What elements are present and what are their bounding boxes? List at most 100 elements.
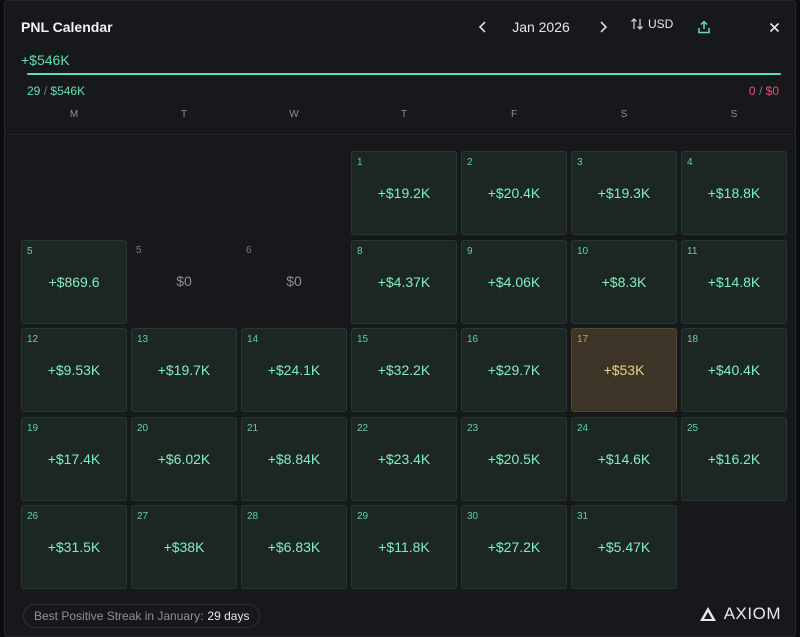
day-number: 13 [137, 334, 149, 345]
day-pnl-value: +$19.2K [377, 185, 431, 201]
calendar-day-cell[interactable]: 3 +$19.3K [571, 151, 677, 235]
calendar-day-cell[interactable]: 22 +$23.4K [351, 417, 457, 501]
calendar-day-cell[interactable]: 10 +$8.3K [571, 240, 677, 324]
calendar-day-cell[interactable]: 8 +$4.37K [351, 240, 457, 324]
prev-month-button[interactable] [473, 15, 493, 39]
day-number: 6 [246, 245, 252, 256]
close-button[interactable] [763, 15, 785, 39]
calendar-day-cell[interactable]: 26 +$31.5K [21, 505, 127, 589]
calendar-day-cell[interactable]: 23 +$20.5K [461, 417, 567, 501]
weekday-label: W [289, 109, 299, 120]
calendar-day-cell[interactable]: 2 +$20.4K [461, 151, 567, 235]
day-number: 25 [687, 423, 699, 434]
day-pnl-value: +$6.02K [157, 451, 211, 467]
stat-separator: / [43, 84, 48, 98]
day-number: 22 [357, 423, 369, 434]
calendar-day-cell[interactable]: 17 +$53K [571, 328, 677, 412]
day-number: 9 [467, 246, 473, 257]
day-pnl-value: +$31.5K [47, 539, 101, 555]
pnl-progress-bar [27, 73, 781, 75]
calendar-day-cell[interactable]: 28 +$6.83K [241, 505, 347, 589]
day-number: 12 [27, 334, 39, 345]
day-number: 27 [137, 511, 149, 522]
positive-stats: 29 / $546K [27, 84, 85, 98]
calendar-day-cell[interactable]: 16 +$29.7K [461, 328, 567, 412]
weekday-label: S [730, 109, 738, 120]
day-pnl-value: +$6.83K [267, 539, 321, 555]
calendar-day-cell[interactable]: 6 $0 [241, 240, 347, 324]
calendar-day-cell[interactable]: 21 +$8.84K [241, 417, 347, 501]
calendar-day-cell[interactable]: 25 +$16.2K [681, 417, 787, 501]
month-label: Jan 2026 [512, 19, 570, 35]
negative-days-count: 0 [748, 84, 756, 98]
day-pnl-value: +$17.4K [47, 451, 101, 467]
weekday-label: S [620, 109, 628, 120]
negative-total: $0 [765, 84, 779, 98]
day-number: 24 [577, 423, 589, 434]
streak-label: Best Positive Streak in January: [34, 609, 204, 623]
calendar-day-cell[interactable]: 5 +$869.6 [21, 240, 127, 324]
calendar-day-cell[interactable]: 13 +$19.7K [131, 328, 237, 412]
calendar-day-cell[interactable]: 19 +$17.4K [21, 417, 127, 501]
day-number: 23 [467, 423, 479, 434]
calendar-day-cell[interactable]: 9 +$4.06K [461, 240, 567, 324]
day-pnl-value: +$27.2K [487, 539, 541, 555]
calendar-day-cell[interactable]: 31 +$5.47K [571, 505, 677, 589]
share-icon [698, 20, 710, 34]
page-title: PNL Calendar [21, 19, 113, 35]
day-pnl-value: +$5.47K [597, 539, 651, 555]
close-icon [769, 22, 779, 32]
day-pnl-value: $0 [286, 273, 302, 289]
next-month-button[interactable] [593, 15, 613, 39]
calendar-day-cell[interactable]: 20 +$6.02K [131, 417, 237, 501]
weekday-label: M [69, 109, 79, 120]
day-number: 31 [577, 511, 589, 522]
calendar-day-cell[interactable]: 30 +$27.2K [461, 505, 567, 589]
axiom-logo-icon [699, 607, 716, 621]
stat-separator: / [758, 84, 763, 98]
sort-arrows-icon [631, 18, 643, 30]
currency-toggle-button[interactable]: USD [630, 17, 673, 31]
header: PNL Calendar Jan 2026 USD [5, 1, 795, 51]
calendar-day-cell[interactable]: 1 +$19.2K [351, 151, 457, 235]
day-pnl-value: +$869.6 [48, 274, 100, 290]
negative-stats: 0 / $0 [749, 84, 779, 98]
day-pnl-value: $0 [176, 273, 192, 289]
calendar-day-cell[interactable]: 11 +$14.8K [681, 240, 787, 324]
day-pnl-value: +$8.3K [601, 274, 647, 290]
weekday-label: T [180, 109, 188, 120]
positive-total: $546K [50, 84, 86, 98]
calendar-day-cell[interactable]: 27 +$38K [131, 505, 237, 589]
share-button[interactable] [693, 15, 715, 39]
day-pnl-value: +$19.7K [157, 362, 211, 378]
calendar-day-cell[interactable]: 29 +$11.8K [351, 505, 457, 589]
calendar-day-cell[interactable]: 15 +$32.2K [351, 328, 457, 412]
day-pnl-value: +$20.4K [487, 185, 541, 201]
day-pnl-value: +$38K [163, 539, 205, 555]
calendar-empty-cell [21, 151, 127, 235]
day-number: 21 [247, 423, 259, 434]
chevron-left-icon [478, 21, 486, 33]
day-number: 2 [467, 157, 473, 168]
calendar-day-cell[interactable]: 12 +$9.53K [21, 328, 127, 412]
day-number: 11 [687, 246, 698, 257]
currency-label: USD [648, 17, 674, 31]
day-pnl-value: +$23.4K [377, 451, 431, 467]
weekday-label: F [510, 109, 518, 120]
brand-name: AXIOM [723, 604, 781, 623]
calendar-day-cell[interactable]: 18 +$40.4K [681, 328, 787, 412]
positive-days-count: 29 [27, 84, 41, 98]
day-pnl-value: +$4.06K [487, 274, 541, 290]
day-number: 19 [27, 423, 39, 434]
month-total-pnl: +$546K [21, 52, 70, 68]
best-streak-badge: Best Positive Streak in January: 29 days [23, 604, 261, 628]
calendar-day-cell[interactable]: 24 +$14.6K [571, 417, 677, 501]
streak-value: 29 days [207, 609, 250, 623]
day-pnl-value: +$20.5K [487, 451, 541, 467]
day-number: 5 [27, 246, 33, 257]
calendar-day-cell[interactable]: 14 +$24.1K [241, 328, 347, 412]
calendar-day-cell[interactable]: 4 +$18.8K [681, 151, 787, 235]
day-number: 26 [27, 511, 39, 522]
calendar-day-cell[interactable]: 5 $0 [131, 240, 237, 324]
day-pnl-value: +$19.3K [597, 185, 651, 201]
